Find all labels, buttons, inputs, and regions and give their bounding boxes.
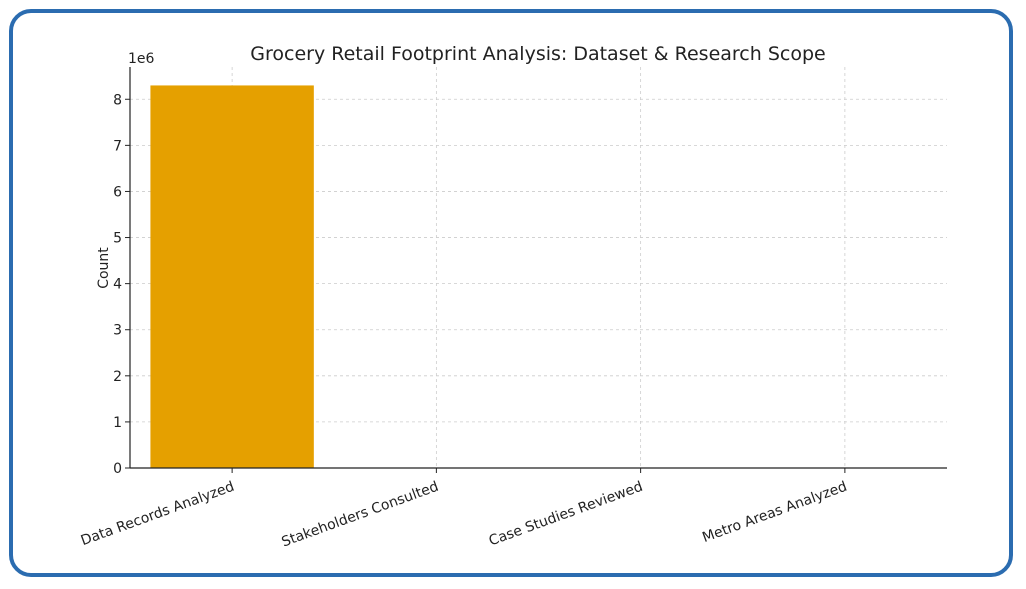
x-tick-label: Case Studies Reviewed — [487, 479, 645, 550]
x-tick-labels: Data Records Analyzed Stakeholders Consul… — [79, 479, 849, 551]
y-tick-label: 0 — [113, 461, 122, 477]
bars — [150, 85, 314, 469]
y-tick-label: 1 — [113, 415, 122, 431]
chart-title: Grocery Retail Footprint Analysis: Datas… — [250, 43, 825, 65]
axes — [125, 67, 947, 473]
x-tick-label: Metro Areas Analyzed — [700, 479, 849, 546]
y-tick-label: 5 — [113, 231, 122, 247]
y-tick-label: 8 — [113, 92, 122, 108]
bar — [150, 85, 314, 469]
y-tick-label: 4 — [113, 277, 122, 293]
y-tick-label: 2 — [113, 369, 122, 385]
y-tick-label: 7 — [113, 138, 122, 154]
y-tick-label: 6 — [113, 184, 122, 200]
y-axis-scale-label: 1e6 — [128, 51, 155, 67]
x-tick-label: Data Records Analyzed — [79, 479, 237, 549]
y-axis-label: Count — [96, 247, 112, 289]
x-tick-label: Stakeholders Consulted — [280, 479, 441, 551]
y-tick-labels: 0 1 2 3 4 5 6 7 8 — [113, 92, 122, 477]
y-tick-label: 3 — [113, 323, 122, 339]
